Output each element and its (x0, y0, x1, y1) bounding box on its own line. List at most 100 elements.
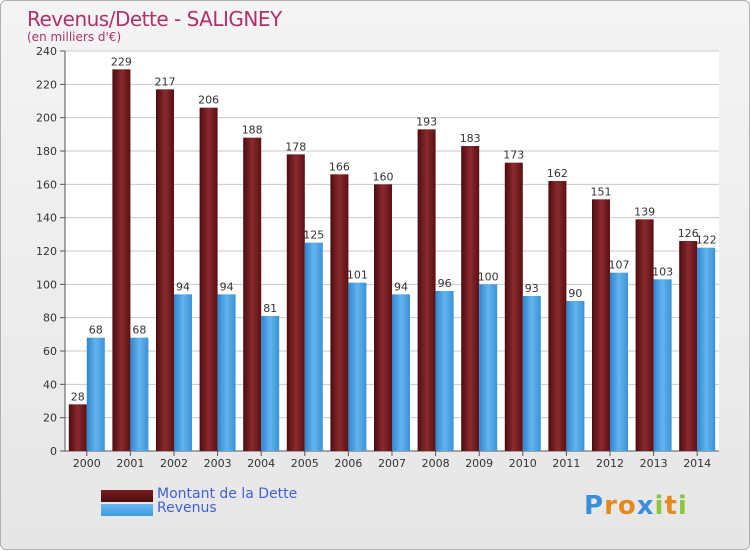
logo-letter: P (584, 491, 605, 521)
y-tick-label: 0 (50, 445, 57, 458)
bar-revenus (522, 296, 541, 451)
x-tick-label: 2013 (640, 457, 668, 470)
bar-dette (243, 137, 262, 451)
bar-dette (592, 199, 610, 451)
data-label-revenus: 93 (525, 282, 539, 295)
bar-revenus (261, 316, 280, 451)
bar-dette (199, 107, 218, 452)
data-label-dette: 178 (285, 140, 306, 153)
bar-dette (417, 129, 436, 452)
bar-dette (330, 174, 349, 452)
x-tick-label: 2006 (334, 457, 362, 470)
x-tick-label: 2011 (552, 457, 580, 470)
x-tick-label: 2000 (73, 457, 101, 470)
x-tick-label: 2003 (204, 457, 232, 470)
data-label-revenus: 101 (347, 269, 368, 282)
logo-letter: o (617, 491, 637, 521)
bar-dette (286, 154, 305, 452)
bar-revenus (392, 294, 410, 451)
data-label-dette: 28 (71, 390, 85, 403)
bar-revenus (348, 282, 367, 451)
bar-revenus (566, 301, 585, 451)
data-label-revenus: 68 (132, 324, 146, 337)
data-label-revenus: 68 (89, 324, 103, 337)
data-label-revenus: 94 (394, 280, 408, 293)
x-tick-label: 2012 (596, 457, 624, 470)
data-label-dette: 193 (416, 115, 437, 128)
bar-revenus (174, 294, 192, 451)
bar-dette (504, 162, 523, 451)
data-label-dette: 126 (678, 227, 699, 240)
bar-dette (112, 69, 131, 451)
legend-label-dette: Montant de la Dette (157, 486, 298, 502)
y-tick-label: 160 (36, 178, 57, 191)
data-label-revenus: 90 (568, 287, 582, 300)
data-label-revenus: 100 (478, 270, 499, 283)
bar-revenus (217, 294, 236, 451)
logo-letter: r (604, 491, 618, 521)
x-tick-label: 2001 (116, 457, 144, 470)
data-label-dette: 160 (373, 170, 394, 183)
proxiti-logo: Proxiti (584, 491, 688, 521)
x-tick-label: 2004 (247, 457, 275, 470)
y-tick-label: 180 (36, 145, 57, 158)
x-tick-label: 2007 (378, 457, 406, 470)
data-label-revenus: 103 (652, 265, 673, 278)
logo-letter: t (664, 491, 678, 521)
y-tick-label: 40 (43, 378, 57, 391)
y-tick-label: 140 (36, 212, 57, 225)
x-tick-label: 2010 (509, 457, 537, 470)
y-tick-label: 80 (43, 312, 57, 325)
bar-revenus (653, 279, 672, 451)
y-tick-label: 60 (43, 345, 57, 358)
data-label-revenus: 96 (438, 277, 452, 290)
bar-dette (679, 241, 698, 451)
logo-letter: i (654, 491, 665, 521)
bar-revenus (86, 337, 105, 451)
legend-swatch-revenus (101, 504, 153, 516)
y-tick-label: 220 (36, 78, 57, 91)
bar-dette (548, 181, 567, 451)
bar-dette (461, 146, 480, 451)
legend-label-revenus: Revenus (157, 500, 217, 516)
legend-swatch-dette (101, 490, 153, 502)
bar-dette (635, 219, 654, 451)
bar-revenus (697, 247, 716, 451)
bar-revenus (304, 242, 323, 451)
bar-revenus (479, 284, 498, 451)
bar-dette (68, 404, 87, 451)
data-label-revenus: 107 (609, 259, 630, 272)
x-tick-label: 2005 (291, 457, 319, 470)
data-label-dette: 229 (111, 55, 132, 68)
data-label-dette: 166 (329, 160, 350, 173)
data-label-dette: 173 (503, 149, 524, 162)
chart-subtitle: (en milliers d'€) (27, 30, 122, 44)
bar-revenus (610, 272, 628, 451)
data-label-dette: 162 (547, 167, 568, 180)
y-tick-label: 200 (36, 112, 57, 125)
data-label-revenus: 94 (220, 280, 234, 293)
data-label-dette: 217 (155, 75, 176, 88)
x-tick-label: 2014 (683, 457, 711, 470)
logo-letter: i (677, 491, 688, 521)
data-label-dette: 183 (460, 132, 481, 145)
x-tick-label: 2008 (422, 457, 450, 470)
data-label-revenus: 125 (303, 229, 324, 242)
y-tick-label: 20 (43, 412, 57, 425)
data-label-dette: 188 (242, 124, 263, 137)
data-label-revenus: 122 (696, 234, 717, 247)
y-tick-label: 120 (36, 245, 57, 258)
x-tick-label: 2002 (160, 457, 188, 470)
y-tick-label: 100 (36, 278, 57, 291)
bar-dette (374, 184, 392, 452)
data-label-dette: 206 (198, 94, 219, 107)
logo-letter: x (636, 491, 655, 521)
bar-revenus (435, 291, 454, 451)
data-label-revenus: 94 (176, 280, 190, 293)
x-tick-label: 2009 (465, 457, 493, 470)
bar-revenus (130, 337, 149, 451)
chart-title: Revenus/Dette - SALIGNEY (27, 7, 282, 31)
data-label-revenus: 81 (263, 302, 277, 315)
